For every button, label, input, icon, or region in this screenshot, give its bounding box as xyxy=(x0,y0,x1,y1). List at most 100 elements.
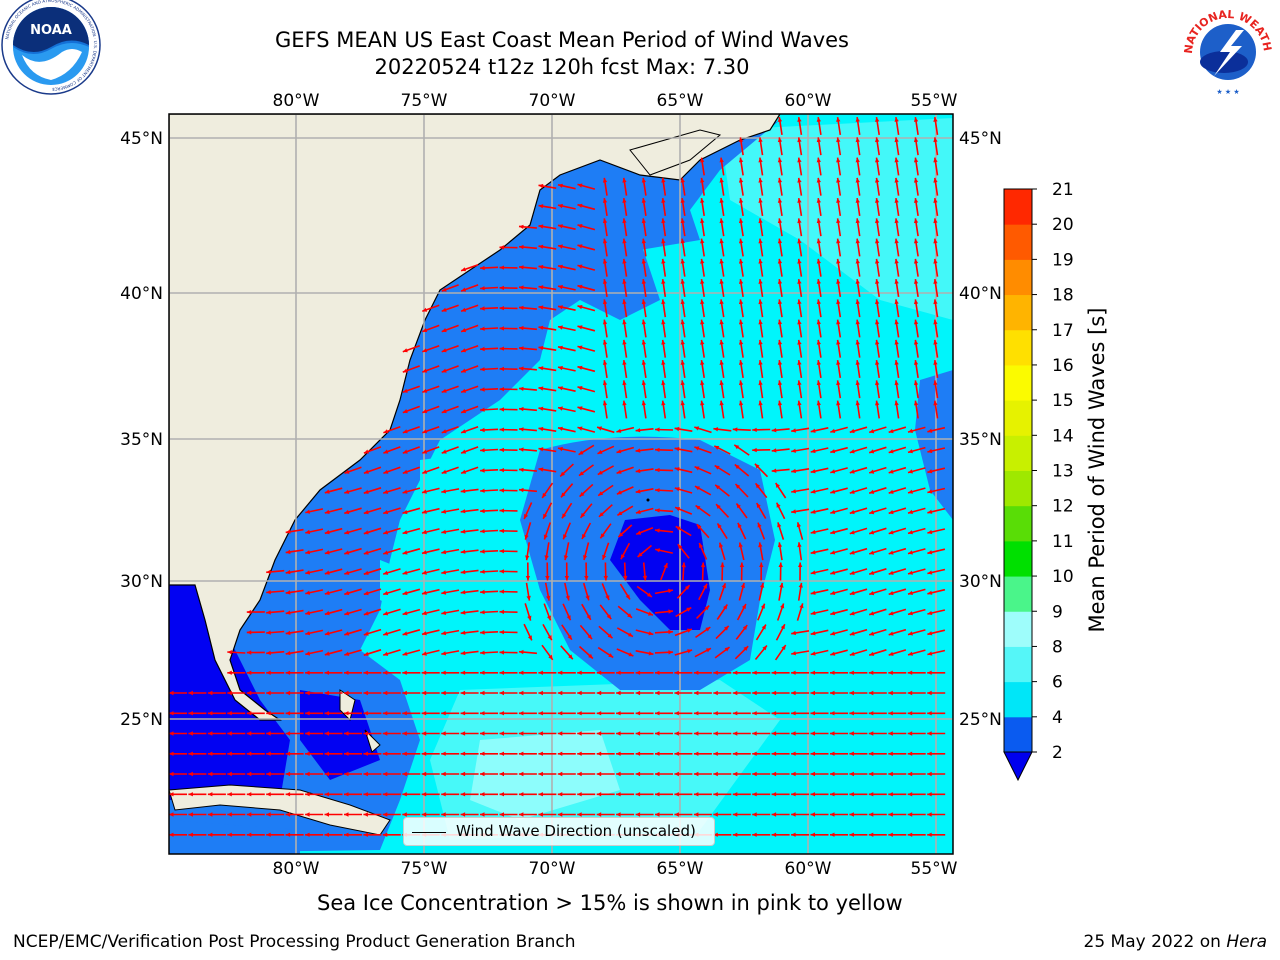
wind-arrowhead xyxy=(933,137,938,143)
wind-arrowhead xyxy=(441,388,447,393)
wind-arrowhead xyxy=(830,771,835,777)
wind-arrowhead xyxy=(207,832,213,837)
wind-arrowhead xyxy=(752,832,757,837)
wind-arrowhead xyxy=(421,670,427,675)
wind-arrowhead xyxy=(421,731,427,736)
wind-arrowhead xyxy=(752,427,757,432)
wind-arrowhead xyxy=(383,429,389,434)
wind-arrowhead xyxy=(680,258,685,264)
wind-arrowhead xyxy=(680,238,685,244)
wind-arrowhead xyxy=(480,610,485,615)
wind-arrowhead xyxy=(908,611,913,616)
wind-arrowhead xyxy=(927,448,933,454)
wind-arrowhead xyxy=(577,325,583,330)
wind-arrowhead xyxy=(460,610,466,615)
wind-arrowhead xyxy=(402,751,407,756)
wind-arrowhead xyxy=(738,319,744,325)
wind-arrowhead xyxy=(557,670,563,675)
wind-arrowhead xyxy=(771,812,777,817)
wind-arrowhead xyxy=(635,771,641,777)
wind-arrowhead xyxy=(207,751,213,756)
wind-arrowhead xyxy=(836,117,841,122)
wind-arrowhead xyxy=(422,449,428,454)
wind-arrowhead xyxy=(680,400,685,406)
wind-arrowhead xyxy=(266,751,271,756)
wind-arrowhead xyxy=(538,812,543,817)
wind-arrowhead xyxy=(441,792,446,797)
wind-arrowhead xyxy=(738,279,744,284)
wind-arrowhead xyxy=(849,771,854,777)
wind-arrowhead xyxy=(344,509,350,515)
wind-arrowhead xyxy=(641,299,646,305)
colorbar-tick-label: 21 xyxy=(1052,180,1074,200)
wind-arrowhead xyxy=(695,505,701,510)
wind-arrowhead xyxy=(422,469,428,474)
wind-arrowhead xyxy=(602,380,608,386)
wind-arrowhead xyxy=(908,449,913,454)
wind-arrowhead xyxy=(519,265,524,270)
wind-arrowhead xyxy=(849,690,854,696)
wind-arrowhead xyxy=(816,218,821,224)
wind-arrowhead xyxy=(777,258,783,264)
wind-arrowhead xyxy=(888,812,893,817)
wind-arrowhead xyxy=(363,832,368,837)
wind-arrowhead xyxy=(713,670,718,675)
wind-arrowhead xyxy=(830,751,835,756)
wind-arrowhead xyxy=(460,771,466,777)
wind-arrowhead xyxy=(461,307,467,312)
wind-arrowhead xyxy=(266,610,271,615)
wind-arrowhead xyxy=(894,258,899,264)
wind-arrowhead xyxy=(543,534,548,540)
wind-arrowhead xyxy=(402,590,408,596)
wind-arrowhead xyxy=(894,218,899,224)
wind-arrowhead xyxy=(344,611,350,616)
wind-arrowhead xyxy=(526,595,531,601)
wind-arrowhead xyxy=(720,562,725,568)
wind-arrowhead xyxy=(927,731,932,736)
wind-arrowhead xyxy=(499,447,504,453)
wind-arrowhead xyxy=(752,670,757,675)
wind-arrowhead xyxy=(363,530,369,535)
wind-arrowhead xyxy=(422,307,428,312)
wind-arrowhead xyxy=(577,365,583,370)
wind-arrowhead xyxy=(869,631,875,636)
wind-arrowhead xyxy=(777,218,783,224)
wind-arrowhead xyxy=(602,218,608,224)
wind-arrowhead xyxy=(577,345,583,350)
wind-arrowhead xyxy=(616,490,622,495)
wind-arrowhead xyxy=(402,731,407,736)
wind-arrowhead xyxy=(188,751,193,756)
wind-arrowhead xyxy=(422,429,428,434)
wind-arrowhead xyxy=(538,305,544,310)
wind-arrowhead xyxy=(927,792,932,797)
wind-arrowhead xyxy=(383,611,389,616)
wind-arrowhead xyxy=(499,346,504,351)
zone-8-9 xyxy=(470,730,620,820)
wind-arrowhead xyxy=(743,646,749,651)
wind-arrowhead xyxy=(402,469,408,474)
wind-arrowhead xyxy=(460,711,466,716)
wind-arrowhead xyxy=(188,771,193,777)
wind-arrowhead xyxy=(460,670,466,675)
wind-arrowhead xyxy=(780,624,785,630)
wind-arrowhead xyxy=(927,489,933,494)
wind-arrowhead xyxy=(480,690,485,696)
wind-arrowhead xyxy=(227,832,232,837)
wind-arrowhead xyxy=(538,366,544,371)
wind-arrowhead xyxy=(655,447,660,452)
wind-arrowhead xyxy=(635,489,641,494)
lon-tick-top: 80°W xyxy=(273,91,320,111)
wind-arrowhead xyxy=(285,711,291,716)
wind-arrowhead xyxy=(693,812,699,817)
wind-arrowhead xyxy=(739,562,744,567)
wind-arrowhead xyxy=(758,542,763,548)
wind-arrowhead xyxy=(383,489,389,494)
wind-arrowhead xyxy=(421,792,427,797)
lon-tick-top: 60°W xyxy=(785,91,832,111)
wind-arrowhead xyxy=(499,731,504,736)
wind-arrowhead xyxy=(661,339,666,345)
wind-arrowhead xyxy=(344,812,349,817)
colorbar-segment xyxy=(1004,364,1032,401)
wind-arrowhead xyxy=(499,670,504,675)
wind-arrowhead xyxy=(777,238,783,244)
